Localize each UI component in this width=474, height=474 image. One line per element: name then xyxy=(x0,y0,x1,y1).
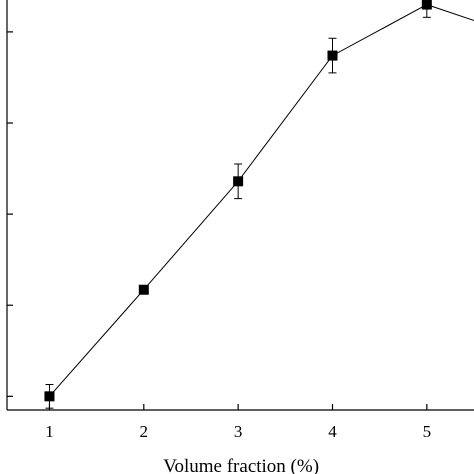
data-point-1 xyxy=(44,391,55,402)
axes xyxy=(6,0,474,411)
series-line-path xyxy=(49,4,474,397)
x-axis-label: Volume fraction (%) xyxy=(163,456,319,474)
x-tick-label-3: 3 xyxy=(234,422,243,441)
data-point-3 xyxy=(233,176,244,187)
x-tick-label-4: 4 xyxy=(328,422,337,441)
x-tick-label-5: 5 xyxy=(423,422,432,441)
x-tick-label-2: 2 xyxy=(140,422,149,441)
x-tick-label-1: 1 xyxy=(45,422,54,441)
tick-labels: 1 2 3 4 5 xyxy=(45,422,431,441)
series-line xyxy=(44,0,474,409)
data-point-2 xyxy=(138,284,149,295)
data-point-5 xyxy=(421,0,432,10)
data-point-4 xyxy=(327,50,338,61)
